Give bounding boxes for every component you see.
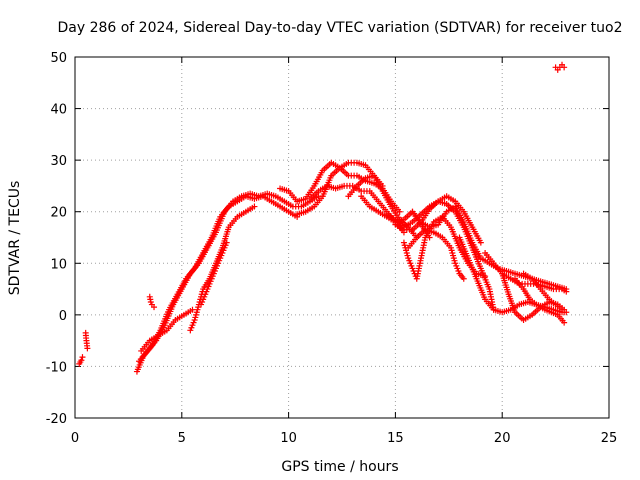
y-tick-label: 20	[50, 206, 67, 221]
data-point	[563, 288, 570, 295]
ticks: 0 5 10 15 20 25 -20 -10 0 10 20 30 40 50	[46, 51, 618, 446]
data-point	[477, 239, 484, 246]
plot-frame	[74, 56, 610, 419]
data-point	[561, 64, 568, 71]
data-point	[482, 273, 489, 280]
x-tick-label: 0	[71, 431, 79, 446]
data-point	[460, 275, 467, 282]
data-point	[84, 345, 91, 352]
grid	[75, 57, 609, 418]
y-tick-label: -20	[46, 412, 67, 427]
data-point	[559, 306, 566, 313]
x-tick-label: 5	[178, 431, 186, 446]
x-tick-label: 15	[387, 431, 404, 446]
data-point	[251, 203, 258, 210]
x-tick-label: 25	[601, 431, 618, 446]
y-tick-label: 50	[50, 51, 67, 66]
data-point	[561, 319, 568, 326]
data-point	[79, 354, 86, 361]
y-axis-label: SDTVAR / TECUs	[7, 181, 23, 296]
y-tick-label: 10	[50, 257, 67, 272]
data-points	[76, 61, 570, 375]
chart-title: Day 286 of 2024, Sidereal Day-to-day VTE…	[57, 20, 622, 36]
x-tick-label: 20	[494, 431, 511, 446]
data-point	[396, 208, 403, 215]
y-tick-label: 0	[59, 309, 67, 324]
data-point	[78, 357, 85, 364]
y-tick-label: -10	[46, 360, 67, 375]
y-tick-label: 30	[50, 154, 67, 169]
x-tick-label: 10	[280, 431, 297, 446]
data-point	[223, 239, 230, 246]
y-tick-label: 40	[50, 103, 67, 118]
x-axis-label: GPS time / hours	[281, 459, 398, 475]
data-point	[151, 304, 158, 311]
